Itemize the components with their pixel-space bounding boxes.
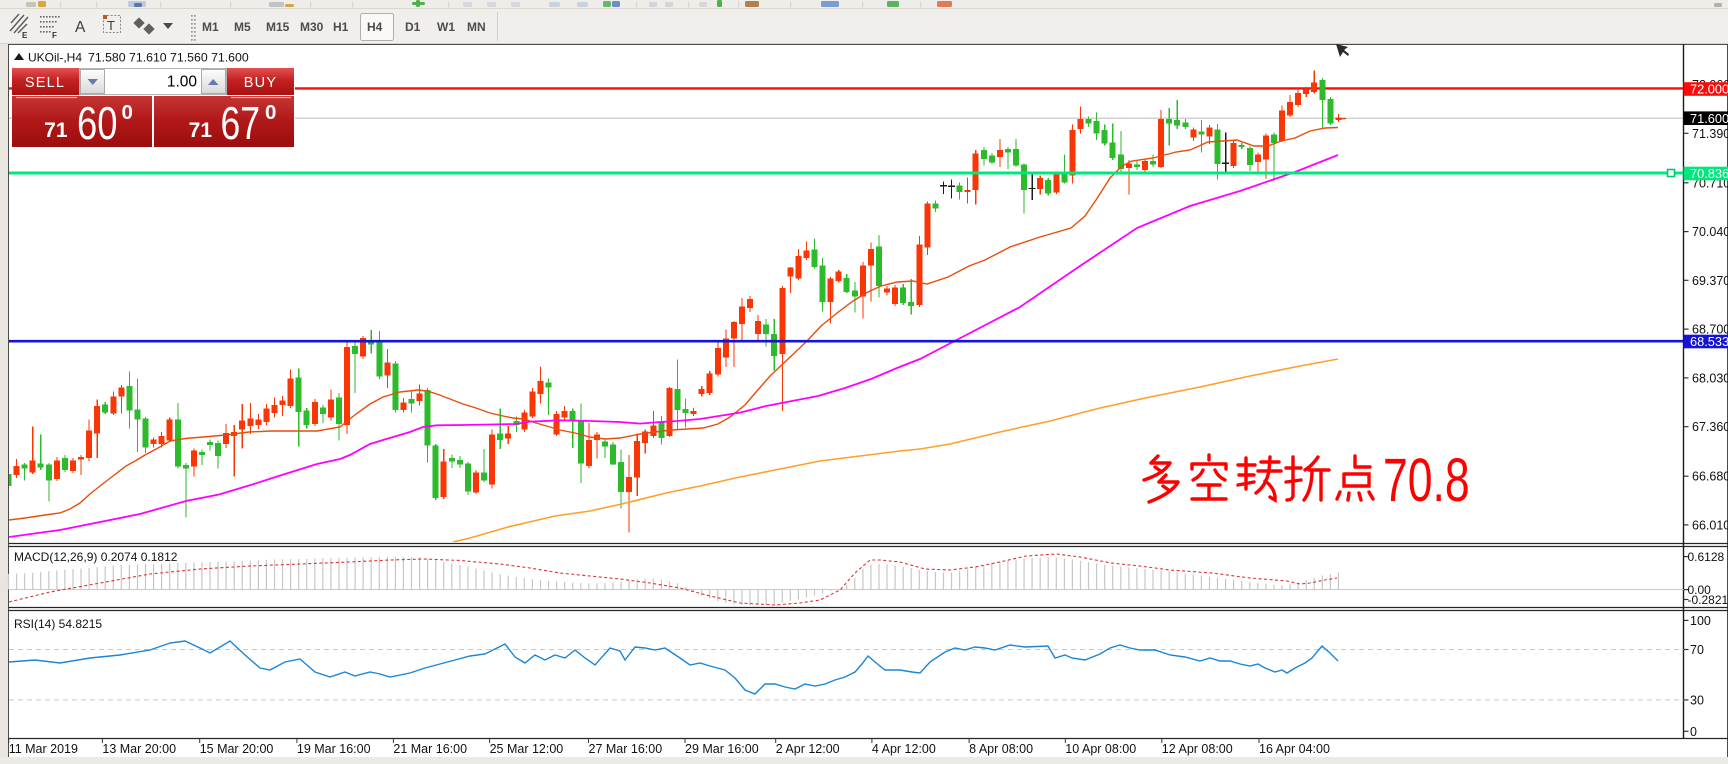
svg-text:10 Apr 08:00: 10 Apr 08:00 xyxy=(1065,742,1136,756)
svg-text:27 Mar 16:00: 27 Mar 16:00 xyxy=(589,742,663,756)
svg-text:66.680: 66.680 xyxy=(1692,470,1728,484)
svg-text:19 Mar 16:00: 19 Mar 16:00 xyxy=(297,742,371,756)
svg-text:MACD(12,26,9) 0.2074 0.1812: MACD(12,26,9) 0.2074 0.1812 xyxy=(14,550,178,564)
svg-text:12 Apr 08:00: 12 Apr 08:00 xyxy=(1162,742,1233,756)
svg-text:-0.2821: -0.2821 xyxy=(1688,593,1728,607)
svg-text:M15: M15 xyxy=(266,20,290,34)
svg-text:0: 0 xyxy=(1690,725,1697,739)
svg-text:UKOil-,H4: UKOil-,H4 xyxy=(28,51,82,65)
svg-text:72.000: 72.000 xyxy=(1690,82,1728,97)
svg-text:A: A xyxy=(75,19,86,36)
svg-text:15 Mar 20:00: 15 Mar 20:00 xyxy=(200,742,274,756)
svg-text:RSI(14) 54.8215: RSI(14) 54.8215 xyxy=(14,617,102,631)
svg-text:66.010: 66.010 xyxy=(1692,518,1728,532)
svg-text:SELL: SELL xyxy=(25,75,65,91)
svg-text:70: 70 xyxy=(1690,643,1704,657)
svg-text:68.533: 68.533 xyxy=(1690,334,1728,349)
svg-text:M30: M30 xyxy=(300,20,324,34)
svg-text:4 Apr 12:00: 4 Apr 12:00 xyxy=(872,742,936,756)
svg-text:68.700: 68.700 xyxy=(1692,323,1728,337)
svg-text:11 Mar 2019: 11 Mar 2019 xyxy=(9,742,78,756)
svg-text:M5: M5 xyxy=(234,20,251,34)
svg-text:67.360: 67.360 xyxy=(1692,420,1728,434)
svg-text:2 Apr 12:00: 2 Apr 12:00 xyxy=(776,742,840,756)
svg-text:D1: D1 xyxy=(405,20,421,34)
svg-text:100: 100 xyxy=(1690,614,1711,628)
svg-text:71: 71 xyxy=(189,119,213,142)
svg-text:0: 0 xyxy=(122,101,133,124)
svg-text:F: F xyxy=(52,31,57,40)
svg-text:29 Mar 16:00: 29 Mar 16:00 xyxy=(685,742,759,756)
svg-text:69.370: 69.370 xyxy=(1692,274,1728,288)
svg-text:W1: W1 xyxy=(437,20,455,34)
svg-text:70.836: 70.836 xyxy=(1690,166,1728,181)
svg-text:BUY: BUY xyxy=(244,75,277,91)
svg-text:E: E xyxy=(22,31,28,40)
svg-text:30: 30 xyxy=(1690,693,1704,707)
svg-text:0.00: 0.00 xyxy=(1688,583,1712,597)
svg-text:21 Mar 16:00: 21 Mar 16:00 xyxy=(393,742,467,756)
svg-text:16 Apr 04:00: 16 Apr 04:00 xyxy=(1259,742,1330,756)
svg-text:0: 0 xyxy=(265,101,276,124)
svg-text:M1: M1 xyxy=(202,20,219,34)
svg-text:T: T xyxy=(107,18,115,33)
svg-text:8 Apr 08:00: 8 Apr 08:00 xyxy=(969,742,1033,756)
svg-text:67: 67 xyxy=(221,97,261,149)
svg-text:H1: H1 xyxy=(333,20,349,34)
svg-text:70.8: 70.8 xyxy=(1383,447,1470,514)
svg-text:68.030: 68.030 xyxy=(1692,371,1728,385)
svg-text:13 Mar 20:00: 13 Mar 20:00 xyxy=(102,742,176,756)
svg-text:MN: MN xyxy=(467,20,486,34)
svg-text:70.040: 70.040 xyxy=(1692,225,1728,239)
svg-text:1.00: 1.00 xyxy=(167,74,198,91)
svg-text:71.390: 71.390 xyxy=(1692,127,1728,141)
svg-text:71.600: 71.600 xyxy=(1690,111,1728,126)
svg-text:25 Mar 12:00: 25 Mar 12:00 xyxy=(490,742,564,756)
svg-text:71.580 71.610 71.560 71.600: 71.580 71.610 71.560 71.600 xyxy=(88,51,249,65)
svg-text:0.6128: 0.6128 xyxy=(1688,550,1725,564)
svg-text:60: 60 xyxy=(77,97,118,149)
svg-text:71: 71 xyxy=(44,119,68,142)
svg-text:H4: H4 xyxy=(367,20,383,34)
